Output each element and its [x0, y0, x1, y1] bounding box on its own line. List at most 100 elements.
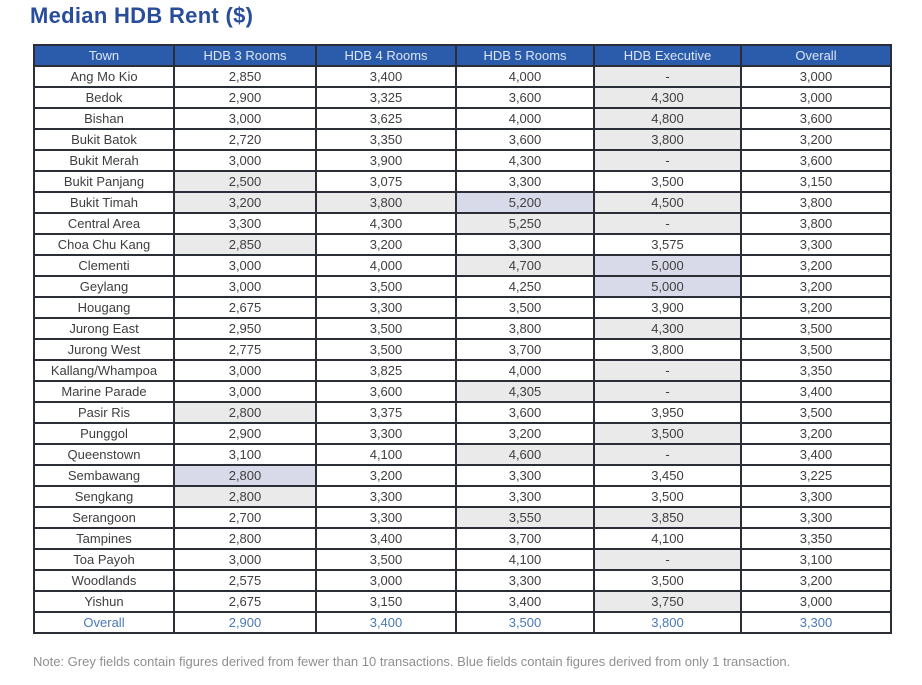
value-cell: 3,300 [173, 212, 317, 235]
table-row: Yishun 2,675 3,150 3,400 3,750 3,000 [33, 590, 892, 613]
value-cell: 2,850 [173, 65, 317, 88]
value-cell: 3,300 [740, 611, 892, 634]
value-cell: 3,800 [740, 191, 892, 214]
table-row: Punggol 2,900 3,300 3,200 3,500 3,200 [33, 422, 892, 445]
value-cell: 3,300 [740, 233, 892, 256]
value-cell: 3,625 [315, 107, 457, 130]
town-cell: Punggol [33, 422, 175, 445]
value-cell: 2,950 [173, 317, 317, 340]
value-cell: 3,900 [593, 296, 742, 319]
table-row: Bukit Timah 3,200 3,800 5,200 4,500 3,800 [33, 191, 892, 214]
value-cell: 3,300 [455, 464, 595, 487]
town-cell: Jurong West [33, 338, 175, 361]
value-cell: 3,600 [455, 128, 595, 151]
value-cell: 4,000 [455, 107, 595, 130]
column-header: HDB Executive [593, 44, 742, 67]
value-cell: 3,600 [315, 380, 457, 403]
table-row: Hougang 2,675 3,300 3,500 3,900 3,200 [33, 296, 892, 319]
town-cell: Toa Payoh [33, 548, 175, 571]
value-cell: 2,900 [173, 611, 317, 634]
median-rent-table: Town HDB 3 Rooms HDB 4 Rooms HDB 5 Rooms HDB… [33, 44, 892, 634]
value-cell: 3,825 [315, 359, 457, 382]
value-cell: 3,000 [740, 65, 892, 88]
value-cell: 5,000 [593, 275, 742, 298]
value-cell: 3,325 [315, 86, 457, 109]
table-row: Ang Mo Kio 2,850 3,400 4,000-3,000 [33, 65, 892, 88]
value-cell: 2,900 [173, 86, 317, 109]
value-cell: 3,400 [315, 527, 457, 550]
table-row: Bukit Merah 3,000 3,900 4,300-3,600 [33, 149, 892, 172]
column-header: HDB 4 Rooms [315, 44, 457, 67]
value-cell: 3,350 [315, 128, 457, 151]
town-cell: Pasir Ris [33, 401, 175, 424]
value-cell: 4,600 [455, 443, 595, 466]
value-cell: 3,100 [740, 548, 892, 571]
town-cell: Ang Mo Kio [33, 65, 175, 88]
table-row: Toa Payoh 3,000 3,500 4,100-3,100 [33, 548, 892, 571]
value-cell: 2,800 [173, 401, 317, 424]
value-cell: 3,350 [740, 527, 892, 550]
value-cell: 3,500 [455, 611, 595, 634]
value-cell: - [593, 65, 742, 88]
value-cell: 3,300 [455, 485, 595, 508]
value-cell: 3,850 [593, 506, 742, 529]
value-cell: 3,300 [455, 233, 595, 256]
value-cell: 3,500 [593, 569, 742, 592]
value-cell: 3,200 [315, 464, 457, 487]
value-cell: 3,500 [740, 338, 892, 361]
town-cell: Overall [33, 611, 175, 634]
town-cell: Queenstown [33, 443, 175, 466]
town-cell: Tampines [33, 527, 175, 550]
value-cell: 2,575 [173, 569, 317, 592]
town-cell: Kallang/Whampoa [33, 359, 175, 382]
value-cell: 3,300 [315, 506, 457, 529]
table-row: Pasir Ris 2,800 3,375 3,600 3,950 3,500 [33, 401, 892, 424]
value-cell: 3,950 [593, 401, 742, 424]
value-cell: 2,800 [173, 464, 317, 487]
value-cell: 3,000 [173, 548, 317, 571]
table-row: Bukit Batok 2,720 3,350 3,600 3,800 3,200 [33, 128, 892, 151]
value-cell: 3,300 [315, 422, 457, 445]
value-cell: 3,600 [455, 401, 595, 424]
value-cell: 2,675 [173, 296, 317, 319]
value-cell: 4,300 [315, 212, 457, 235]
value-cell: 3,000 [173, 275, 317, 298]
table-row: Jurong East 2,950 3,500 3,800 4,300 3,500 [33, 317, 892, 340]
town-cell: Choa Chu Kang [33, 233, 175, 256]
value-cell: 3,500 [315, 275, 457, 298]
town-cell: Clementi [33, 254, 175, 277]
value-cell: 3,150 [740, 170, 892, 193]
table-row: Central Area 3,300 4,300 5,250-3,800 [33, 212, 892, 235]
value-cell: 3,600 [740, 107, 892, 130]
town-cell: Central Area [33, 212, 175, 235]
header-row: Town HDB 3 Rooms HDB 4 Rooms HDB 5 Rooms HDB… [33, 44, 892, 67]
value-cell: 3,800 [315, 191, 457, 214]
value-cell: 4,100 [455, 548, 595, 571]
value-cell: 3,200 [740, 128, 892, 151]
value-cell: 4,300 [593, 86, 742, 109]
value-cell: 2,720 [173, 128, 317, 151]
value-cell: 3,075 [315, 170, 457, 193]
value-cell: 3,200 [740, 275, 892, 298]
value-cell: 3,600 [740, 149, 892, 172]
value-cell: 3,300 [740, 485, 892, 508]
value-cell: 5,200 [455, 191, 595, 214]
value-cell: 3,300 [455, 569, 595, 592]
value-cell: 5,000 [593, 254, 742, 277]
table-row: Queenstown 3,100 4,100 4,600-3,400 [33, 443, 892, 466]
value-cell: 2,850 [173, 233, 317, 256]
value-cell: 3,000 [315, 569, 457, 592]
value-cell: 3,800 [593, 338, 742, 361]
column-header: Town [33, 44, 175, 67]
overall-row: Overall 2,900 3,400 3,500 3,800 3,300 [33, 611, 892, 634]
value-cell: 2,900 [173, 422, 317, 445]
value-cell: 3,300 [455, 170, 595, 193]
value-cell: 4,500 [593, 191, 742, 214]
value-cell: 4,000 [455, 65, 595, 88]
table-row: Choa Chu Kang 2,850 3,200 3,300 3,575 3,300 [33, 233, 892, 256]
value-cell: 3,600 [455, 86, 595, 109]
town-cell: Bukit Batok [33, 128, 175, 151]
value-cell: 3,000 [173, 359, 317, 382]
value-cell: 3,450 [593, 464, 742, 487]
